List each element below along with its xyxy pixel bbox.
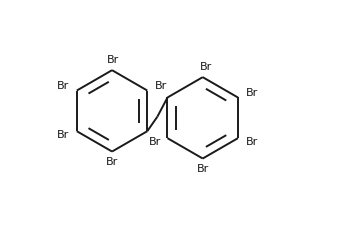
Text: Br: Br <box>245 137 258 147</box>
Text: Br: Br <box>57 81 69 91</box>
Text: Br: Br <box>245 88 258 98</box>
Text: Br: Br <box>149 137 161 147</box>
Text: Br: Br <box>197 164 209 174</box>
Text: Br: Br <box>106 157 118 167</box>
Text: Br: Br <box>200 62 212 72</box>
Text: Br: Br <box>57 130 69 140</box>
Text: Br: Br <box>107 55 119 65</box>
Text: Br: Br <box>155 81 167 91</box>
